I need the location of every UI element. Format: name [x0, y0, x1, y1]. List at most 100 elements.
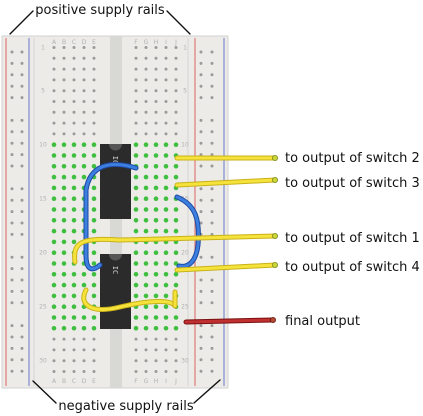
hole: [62, 132, 66, 136]
hole: [210, 96, 214, 100]
active-hole: [153, 261, 159, 266]
active-hole: [173, 164, 179, 169]
active-hole: [173, 207, 179, 212]
active-hole: [133, 207, 139, 212]
hole: [154, 348, 158, 352]
hole: [62, 348, 66, 352]
ic-chip-2: IC: [100, 254, 131, 329]
hole: [210, 141, 214, 145]
hole: [210, 324, 214, 328]
hole: [199, 301, 203, 305]
active-hole: [81, 272, 87, 277]
wire-end-switch3: [271, 176, 278, 183]
active-hole: [173, 218, 179, 223]
hole: [134, 132, 138, 136]
active-hole: [51, 142, 57, 147]
active-hole: [163, 174, 169, 180]
hole: [62, 46, 66, 49]
column-letter-top: H: [154, 39, 159, 46]
column-letter-top: G: [144, 39, 149, 46]
hole: [52, 56, 56, 60]
active-hole: [61, 239, 67, 245]
column-letter-top: J: [174, 39, 177, 46]
hole: [82, 89, 86, 93]
hole: [210, 210, 214, 214]
hole: [62, 337, 66, 341]
active-hole: [91, 272, 97, 277]
hole: [210, 346, 214, 350]
hole: [52, 370, 56, 373]
hole: [210, 84, 214, 88]
hole: [144, 359, 148, 363]
hole: [174, 89, 178, 93]
label-switch3: to output of switch 3: [285, 176, 420, 191]
hole: [164, 110, 168, 114]
hole: [174, 100, 178, 103]
active-hole: [91, 218, 97, 223]
active-hole: [133, 261, 139, 266]
negative-rails-label: negative supply rails: [58, 399, 193, 414]
hole: [164, 359, 168, 363]
hole: [62, 100, 66, 103]
ic-chip-1-label: IC: [111, 156, 119, 164]
active-hole: [153, 174, 159, 180]
row-number-right: 20: [181, 250, 189, 257]
hole: [174, 121, 178, 125]
hole: [10, 221, 14, 225]
hole: [144, 121, 148, 125]
row-number-right: 25: [181, 304, 189, 311]
column-letter-bottom: F: [134, 378, 138, 385]
hole: [199, 255, 203, 259]
hole: [72, 337, 76, 341]
active-hole: [91, 185, 97, 191]
active-hole: [133, 142, 139, 147]
active-hole: [81, 315, 87, 320]
active-hole: [81, 164, 87, 169]
hole: [154, 78, 158, 82]
hole: [174, 132, 178, 136]
active-hole: [71, 153, 77, 158]
hole: [144, 78, 148, 82]
hole: [210, 164, 214, 168]
hole: [134, 100, 138, 103]
active-hole: [153, 250, 159, 255]
column-letter-bottom: J: [174, 378, 177, 385]
hole: [10, 84, 14, 88]
active-hole: [143, 196, 149, 201]
active-hole: [51, 282, 57, 288]
active-hole: [71, 207, 77, 212]
hole: [52, 89, 56, 93]
hole: [164, 337, 168, 341]
active-hole: [61, 315, 67, 320]
active-hole: [51, 218, 57, 223]
active-hole: [61, 282, 67, 288]
hole: [199, 324, 203, 328]
hole: [154, 337, 158, 341]
active-hole: [51, 272, 57, 277]
active-hole: [61, 174, 67, 180]
hole: [10, 289, 14, 293]
hole: [154, 359, 158, 363]
active-hole: [51, 228, 57, 234]
hole: [210, 198, 214, 202]
hole: [82, 110, 86, 114]
hole: [92, 370, 96, 373]
column-letter-top: D: [82, 39, 87, 46]
hole: [134, 359, 138, 363]
hole: [154, 370, 158, 373]
row-number-left: 15: [39, 196, 47, 203]
hole: [199, 164, 203, 168]
hole: [10, 358, 14, 362]
hole: [62, 78, 66, 82]
hole: [210, 289, 214, 293]
active-hole: [143, 250, 149, 255]
hole: [62, 359, 66, 363]
active-hole: [133, 315, 139, 320]
active-hole: [61, 153, 67, 158]
active-hole: [143, 282, 149, 288]
active-hole: [71, 228, 77, 234]
hole: [92, 132, 96, 136]
active-hole: [91, 315, 97, 320]
column-letter-top: F: [134, 39, 138, 46]
hole: [52, 46, 56, 49]
